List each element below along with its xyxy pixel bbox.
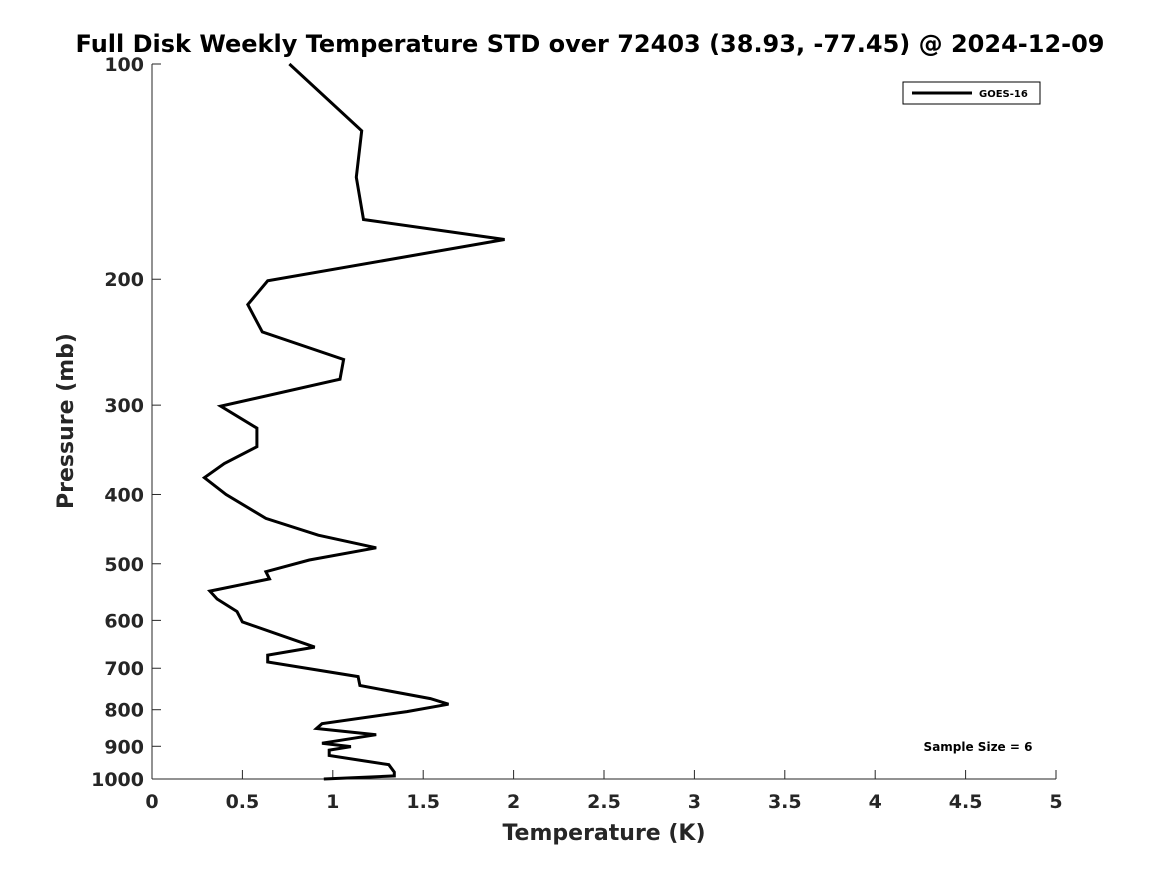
x-tick-label: 1 xyxy=(326,791,339,813)
x-tick-label: 2.5 xyxy=(587,791,621,813)
y-axis-label: Pressure (mb) xyxy=(54,333,79,509)
legend: GOES-16 xyxy=(902,81,1041,105)
y-tick-label: 100 xyxy=(104,54,144,76)
chart-title: Full Disk Weekly Temperature STD over 72… xyxy=(76,30,1105,58)
x-tick-label: 4.5 xyxy=(949,791,983,813)
plot-area xyxy=(152,64,1056,779)
y-tick-label: 900 xyxy=(104,736,144,758)
x-axis-label: Temperature (K) xyxy=(502,821,705,846)
x-axis-ticks: 0 0.5 1 1.5 2 2.5 3 3.5 4 4.5 5 xyxy=(145,770,1063,813)
y-tick-label: 200 xyxy=(104,269,144,291)
x-tick-label: 2 xyxy=(507,791,520,813)
series-layer xyxy=(201,62,505,781)
sample-size-annotation: Sample Size = 6 xyxy=(924,740,1033,754)
x-tick-label: 5 xyxy=(1049,791,1062,813)
y-tick-label: 600 xyxy=(104,610,144,632)
y-tick-label: 800 xyxy=(104,700,144,722)
y-tick-label: 700 xyxy=(104,658,144,680)
y-axis-ticks: 100 200 300 400 500 600 700 800 900 1000 xyxy=(91,54,161,791)
legend-label: GOES-16 xyxy=(979,89,1028,100)
x-tick-label: 1.5 xyxy=(406,791,440,813)
y-tick-label: 1000 xyxy=(91,769,144,791)
y-tick-label: 300 xyxy=(104,395,144,417)
y-tick-label: 400 xyxy=(104,484,144,506)
y-tick-label: 500 xyxy=(104,554,144,576)
x-tick-label: 3 xyxy=(688,791,701,813)
x-tick-label: 0.5 xyxy=(226,791,260,813)
x-tick-label: 0 xyxy=(145,791,158,813)
x-tick-label: 4 xyxy=(869,791,882,813)
x-tick-label: 3.5 xyxy=(768,791,802,813)
series-line-goes-16 xyxy=(201,62,505,781)
